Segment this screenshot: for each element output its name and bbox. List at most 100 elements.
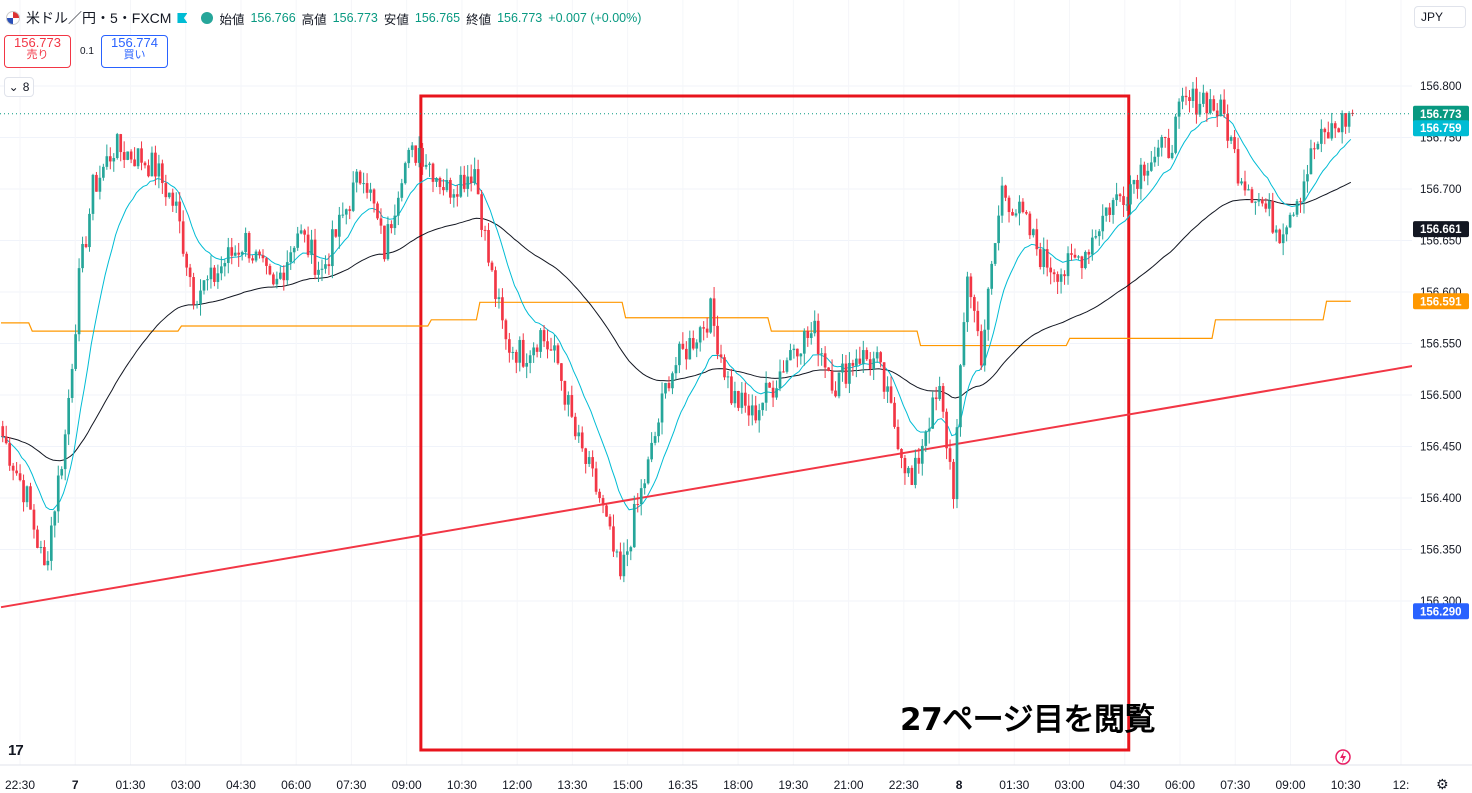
candle xyxy=(1007,195,1011,223)
ma-orange-line xyxy=(1,300,1351,347)
candle xyxy=(684,341,688,370)
candle xyxy=(591,450,594,477)
market-status-icon[interactable] xyxy=(201,12,214,24)
candle xyxy=(639,479,643,516)
candle xyxy=(70,363,74,403)
candle xyxy=(983,319,987,372)
candle xyxy=(705,317,709,338)
candle xyxy=(1136,174,1139,199)
x-tick-label: 09:00 xyxy=(1275,778,1305,792)
high-label: 高値 xyxy=(301,12,327,27)
candle xyxy=(462,165,466,193)
candle xyxy=(1344,113,1347,134)
candle xyxy=(108,147,112,170)
x-tick-label: 22:30 xyxy=(5,778,35,792)
candle xyxy=(539,327,542,358)
indicators-toggle-button[interactable]: ⌄ 8 xyxy=(4,77,34,97)
candle xyxy=(723,354,726,381)
candle xyxy=(1181,87,1184,110)
candle xyxy=(480,189,483,238)
tradingview-logo-icon[interactable]: 17 xyxy=(8,742,24,759)
candle xyxy=(556,343,560,365)
x-tick-label: 12:00 xyxy=(502,778,532,792)
candle xyxy=(986,287,990,341)
candle xyxy=(15,462,18,476)
indicators-count: 8 xyxy=(22,80,30,94)
candle xyxy=(428,161,431,177)
candle xyxy=(279,266,282,280)
candle xyxy=(681,332,685,350)
flag-marker-icon[interactable] xyxy=(177,13,188,23)
candle xyxy=(619,542,622,580)
candle xyxy=(528,350,532,374)
buy-button[interactable]: 156.774 買い xyxy=(101,35,168,68)
candle xyxy=(1156,139,1160,166)
candle xyxy=(1215,103,1219,128)
candle xyxy=(1084,250,1087,270)
candle xyxy=(924,430,928,452)
candle xyxy=(18,464,22,482)
candle xyxy=(938,376,941,401)
candle xyxy=(622,542,626,583)
y-tick-label: 156.450 xyxy=(1420,442,1462,454)
candle xyxy=(671,371,674,395)
candle xyxy=(553,335,556,363)
candle xyxy=(88,208,91,252)
candle xyxy=(386,216,390,261)
candle xyxy=(320,259,324,282)
candle xyxy=(11,462,15,481)
symbol-title[interactable]: 米ドル／円・5・FXCM xyxy=(26,10,172,26)
candle xyxy=(77,258,81,342)
annotation-text: 27ページ目を閲覧 xyxy=(900,702,1156,738)
candle xyxy=(136,148,140,170)
candle xyxy=(1254,201,1257,215)
candle xyxy=(889,376,893,404)
candle xyxy=(122,141,126,169)
candle xyxy=(410,142,414,158)
candle xyxy=(303,228,306,243)
candle xyxy=(1,420,5,443)
candle xyxy=(383,225,386,262)
candle xyxy=(213,265,216,287)
candle xyxy=(737,390,740,412)
candle xyxy=(508,332,511,363)
candle xyxy=(1264,198,1268,213)
candle xyxy=(379,208,383,234)
candle xyxy=(837,372,841,399)
candle xyxy=(792,344,796,359)
candle xyxy=(959,363,962,437)
candle xyxy=(782,360,785,373)
candle xyxy=(154,145,157,186)
sell-button[interactable]: 156.773 売り xyxy=(4,35,71,68)
candle xyxy=(1288,212,1292,229)
candle xyxy=(768,381,771,388)
candle xyxy=(67,389,70,446)
candle xyxy=(577,424,581,443)
candle xyxy=(1077,255,1080,260)
settings-gear-icon[interactable]: ⚙ xyxy=(1436,776,1449,792)
candle xyxy=(1240,177,1243,186)
candle xyxy=(674,357,678,380)
close-label: 終値 xyxy=(466,12,492,27)
candle xyxy=(691,330,695,351)
price-axis: 156.800156.750156.700156.650156.600156.5… xyxy=(1412,0,1472,765)
candle xyxy=(525,353,529,379)
y-tick-label: 156.700 xyxy=(1420,184,1462,196)
candle xyxy=(313,228,317,280)
candle xyxy=(605,503,608,517)
candle xyxy=(1219,94,1223,117)
candle xyxy=(421,142,424,175)
candle xyxy=(46,551,50,571)
candle xyxy=(1122,186,1125,217)
candle xyxy=(993,242,997,266)
candle xyxy=(664,382,667,399)
candle xyxy=(126,151,129,161)
candle xyxy=(490,260,494,272)
candle xyxy=(337,206,341,249)
open-label: 始値 xyxy=(219,12,245,27)
low-label: 安値 xyxy=(383,12,409,27)
candle xyxy=(497,288,501,309)
currency-selector[interactable]: JPY xyxy=(1414,6,1466,28)
usd-jpy-flag-icon xyxy=(6,11,20,25)
